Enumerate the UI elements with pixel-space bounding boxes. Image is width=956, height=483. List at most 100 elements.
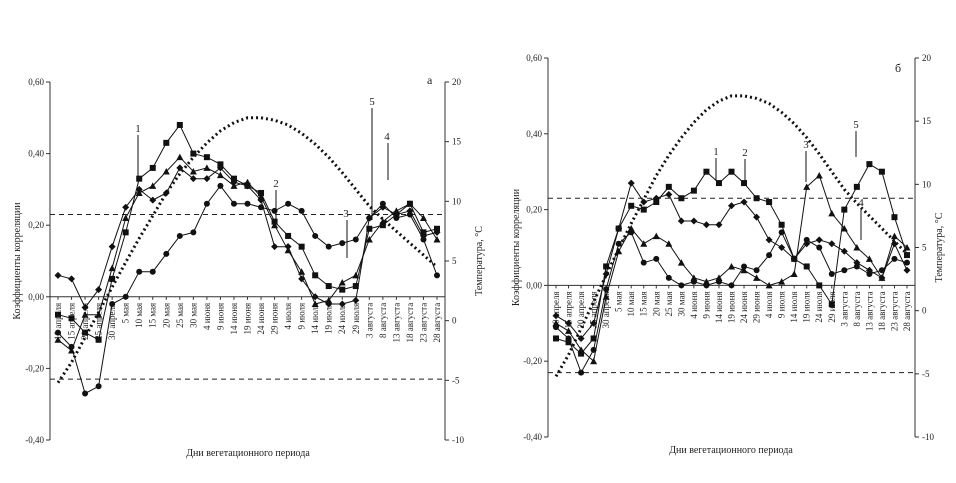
- data-point: [741, 180, 748, 187]
- data-point: [203, 164, 211, 171]
- data-point: [230, 200, 237, 207]
- x-tick-label: 9 июня: [215, 303, 225, 330]
- data-point: [379, 200, 386, 207]
- series-5: [56, 116, 438, 384]
- data-point: [419, 214, 427, 222]
- x-tick-label: 29 июня: [752, 291, 762, 323]
- data-point: [577, 334, 585, 342]
- data-point: [653, 255, 660, 262]
- y-tick-label: -0,20: [523, 356, 542, 366]
- data-point: [325, 283, 332, 290]
- data-point: [149, 196, 157, 204]
- x-tick-label: 20 мая: [161, 303, 171, 328]
- data-point: [285, 232, 292, 239]
- x-tick-label: 30 мая: [188, 303, 198, 328]
- data-point: [778, 221, 785, 228]
- data-point: [136, 268, 143, 275]
- y-tick-label: 0,40: [526, 129, 542, 139]
- x-tick-label: 30 апреля: [107, 303, 117, 340]
- data-point: [420, 236, 427, 243]
- data-point: [828, 271, 835, 278]
- x-tick-label: 9 июля: [297, 303, 307, 330]
- data-point: [891, 214, 898, 221]
- data-point: [230, 182, 238, 189]
- data-point: [840, 225, 848, 232]
- data-point: [565, 319, 573, 327]
- y-tick-label: 0,60: [526, 53, 542, 63]
- data-point: [366, 215, 373, 222]
- data-point: [677, 217, 685, 225]
- callout-label: 4: [858, 197, 864, 209]
- x-tick-label: 20 апреля: [576, 291, 586, 328]
- data-point: [640, 206, 647, 213]
- data-point: [338, 300, 346, 308]
- y-tick-label: 0,20: [28, 220, 44, 230]
- data-point: [284, 243, 292, 251]
- x-tick-label: 13 августа: [391, 303, 401, 343]
- data-point: [715, 278, 722, 285]
- data-point: [365, 236, 373, 243]
- data-point: [68, 343, 75, 350]
- data-point: [553, 335, 559, 342]
- data-point: [653, 199, 660, 206]
- data-point: [81, 311, 89, 318]
- y2-tick-label: 0: [922, 306, 927, 316]
- data-point: [828, 240, 836, 248]
- data-point: [257, 193, 265, 200]
- data-point: [108, 243, 116, 251]
- x-tick-label: 14 июня: [714, 291, 724, 323]
- data-point: [715, 221, 723, 229]
- data-point: [665, 274, 672, 281]
- x-tick-label: 25 апреля: [589, 291, 599, 328]
- data-point: [189, 175, 197, 183]
- data-point: [176, 232, 183, 239]
- data-point: [420, 229, 427, 236]
- data-point: [640, 259, 647, 266]
- data-point: [840, 247, 848, 255]
- data-point: [890, 232, 898, 240]
- data-point: [122, 293, 129, 300]
- data-point: [628, 229, 635, 236]
- data-point: [122, 214, 130, 222]
- x-tick-label: 14 июня: [229, 303, 239, 335]
- y2-tick-label: 10: [452, 196, 462, 206]
- data-point: [565, 335, 572, 342]
- x-tick-label: 30 мая: [676, 291, 686, 316]
- series-2: [54, 164, 441, 312]
- data-point: [878, 274, 886, 281]
- x-tick-label: 3 августа: [839, 291, 849, 326]
- x-tick-label: 14 июля: [310, 303, 320, 334]
- data-point: [553, 324, 559, 331]
- data-point: [790, 270, 798, 278]
- y2-tick-label: 20: [922, 53, 932, 63]
- data-point: [95, 311, 103, 318]
- data-point: [379, 218, 387, 225]
- x-tick-label: 5 мая: [614, 291, 624, 312]
- x-tick-label: 24 июля: [814, 291, 824, 322]
- y-tick-label: -0,40: [523, 432, 542, 442]
- data-point: [258, 204, 265, 211]
- y2-tick-label: -10: [452, 435, 464, 445]
- data-point: [715, 180, 722, 187]
- data-point: [816, 244, 823, 251]
- x-tick-label: 28 августа: [902, 291, 912, 331]
- data-point: [109, 275, 116, 282]
- x-tick-label: 19 июля: [802, 291, 812, 322]
- data-point: [339, 240, 346, 247]
- data-point: [740, 266, 748, 274]
- data-point: [230, 175, 237, 182]
- x-tick-label: 25 мая: [175, 303, 185, 328]
- series-2: [552, 179, 911, 342]
- data-point: [703, 282, 710, 289]
- data-point: [149, 268, 156, 275]
- x-tick-label: 15 апреля: [67, 303, 77, 340]
- data-point: [590, 346, 597, 353]
- data-point: [577, 346, 585, 353]
- x-tick-label: 4 июня: [689, 291, 699, 318]
- data-point: [271, 221, 279, 229]
- x-tick-label: 9 июня: [701, 291, 711, 318]
- data-point: [815, 236, 823, 244]
- data-point: [753, 195, 760, 202]
- x-tick-label: 4 июля: [283, 303, 293, 330]
- data-point: [903, 266, 911, 274]
